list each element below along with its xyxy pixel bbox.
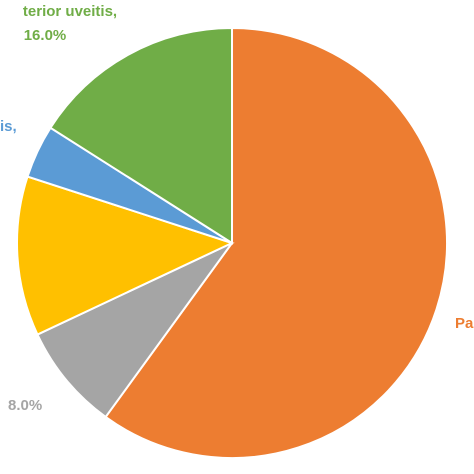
label-blue-slice-name: is, [0,118,17,135]
slice-orange [104,26,448,459]
label-posterior-uveitis-pct: 16.0% [24,27,67,44]
slice-yellow [16,175,235,336]
label-orange-slice-name: Pa [455,315,474,332]
slice-green [49,26,233,245]
label-posterior-uveitis-name: terior uveitis, [23,3,117,20]
label-gray-slice-pct: 8.0% [8,397,42,414]
pie-slices [16,26,448,459]
slice-gray [36,242,233,419]
